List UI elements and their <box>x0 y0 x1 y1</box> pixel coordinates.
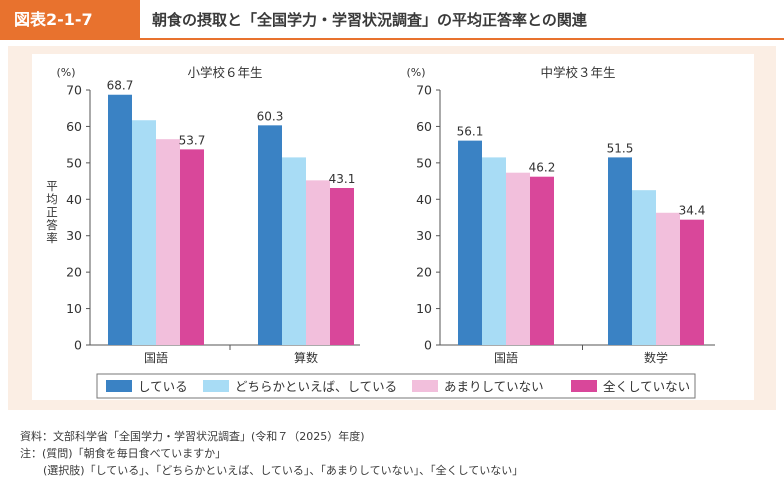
x-tick-label: 国語 <box>144 350 168 365</box>
data-label: 60.3 <box>257 109 284 123</box>
bar <box>656 212 680 345</box>
y-tick-label: 0 <box>74 338 82 353</box>
bar <box>156 139 180 345</box>
y-tick-label: 60 <box>66 119 82 134</box>
legend-swatch <box>203 380 229 392</box>
data-label: 46.2 <box>529 161 556 175</box>
y-tick-label: 0 <box>424 338 432 353</box>
legend-label: している <box>138 379 188 394</box>
y-axis-label-char: 平 <box>46 179 58 193</box>
y-tick-label: 20 <box>416 265 432 280</box>
y-tick-label: 30 <box>416 228 432 243</box>
bar <box>258 125 282 345</box>
data-label: 56.1 <box>457 125 484 139</box>
header-rule <box>0 38 784 40</box>
y-unit-label: (%) <box>406 66 425 79</box>
bar <box>530 176 554 345</box>
y-tick-label: 70 <box>66 83 82 98</box>
data-label: 68.7 <box>107 79 134 93</box>
x-tick-label: 算数 <box>294 350 318 365</box>
bar <box>108 94 132 345</box>
y-tick-label: 50 <box>66 155 82 170</box>
data-label: 53.7 <box>179 133 206 147</box>
y-tick-label: 50 <box>416 155 432 170</box>
bar <box>282 157 306 345</box>
y-tick-label: 40 <box>416 192 432 207</box>
y-tick-label: 60 <box>416 119 432 134</box>
y-tick-label: 10 <box>416 301 432 316</box>
note-options: (選択肢)「している」、「どちらかといえば、している」、「あまりしていない」、「… <box>43 464 524 477</box>
y-unit-label: (%) <box>56 66 75 79</box>
y-tick-label: 20 <box>66 265 82 280</box>
bar <box>680 219 704 345</box>
y-axis-label-char: 率 <box>46 231 58 245</box>
bar <box>330 187 354 345</box>
y-axis-label-char: 正 <box>46 205 58 219</box>
y-tick-label: 40 <box>66 192 82 207</box>
notes: 資料：文部科学省「全国学力・学習状況調査」(令和７（2025）年度) 注：(質問… <box>20 428 523 479</box>
y-tick-label: 30 <box>66 228 82 243</box>
data-label: 34.4 <box>679 204 706 218</box>
bar <box>132 120 156 345</box>
source-note: 資料：文部科学省「全国学力・学習状況調査」(令和７（2025）年度) <box>20 430 365 443</box>
x-tick-label: 国語 <box>494 350 518 365</box>
bar <box>608 157 632 345</box>
legend-swatch <box>571 380 597 392</box>
y-tick-label: 10 <box>66 301 82 316</box>
bar <box>632 190 656 345</box>
figure-label: 図表2-1-7 <box>0 0 140 40</box>
legend-swatch <box>106 380 132 392</box>
x-tick-label: 数学 <box>644 350 668 365</box>
bar <box>506 172 530 345</box>
bar <box>306 180 330 345</box>
bar <box>180 149 204 345</box>
data-label: 51.5 <box>607 141 634 155</box>
bar <box>482 157 506 345</box>
y-tick-label: 70 <box>416 83 432 98</box>
chart-title: 中学校３年生 <box>540 65 615 80</box>
legend-label: 全くしていない <box>603 379 690 394</box>
y-axis-label-char: 答 <box>46 218 58 232</box>
data-label: 43.1 <box>329 172 356 186</box>
bar <box>458 140 482 345</box>
chart-title: 小学校６年生 <box>187 65 262 80</box>
legend-label: あまりしていない <box>444 379 544 394</box>
legend-label: どちらかといえば、している <box>235 379 397 394</box>
note-question: 注：(質問)「朝食を毎日食べていますか」 <box>20 447 227 460</box>
figure-title: 朝食の摂取と「全国学力・学習状況調査」の平均正答率との関連 <box>152 11 587 29</box>
legend-swatch <box>412 380 438 392</box>
figure-header: 図表2-1-7 朝食の摂取と「全国学力・学習状況調査」の平均正答率との関連 <box>0 0 784 40</box>
y-axis-label-char: 均 <box>46 192 58 206</box>
